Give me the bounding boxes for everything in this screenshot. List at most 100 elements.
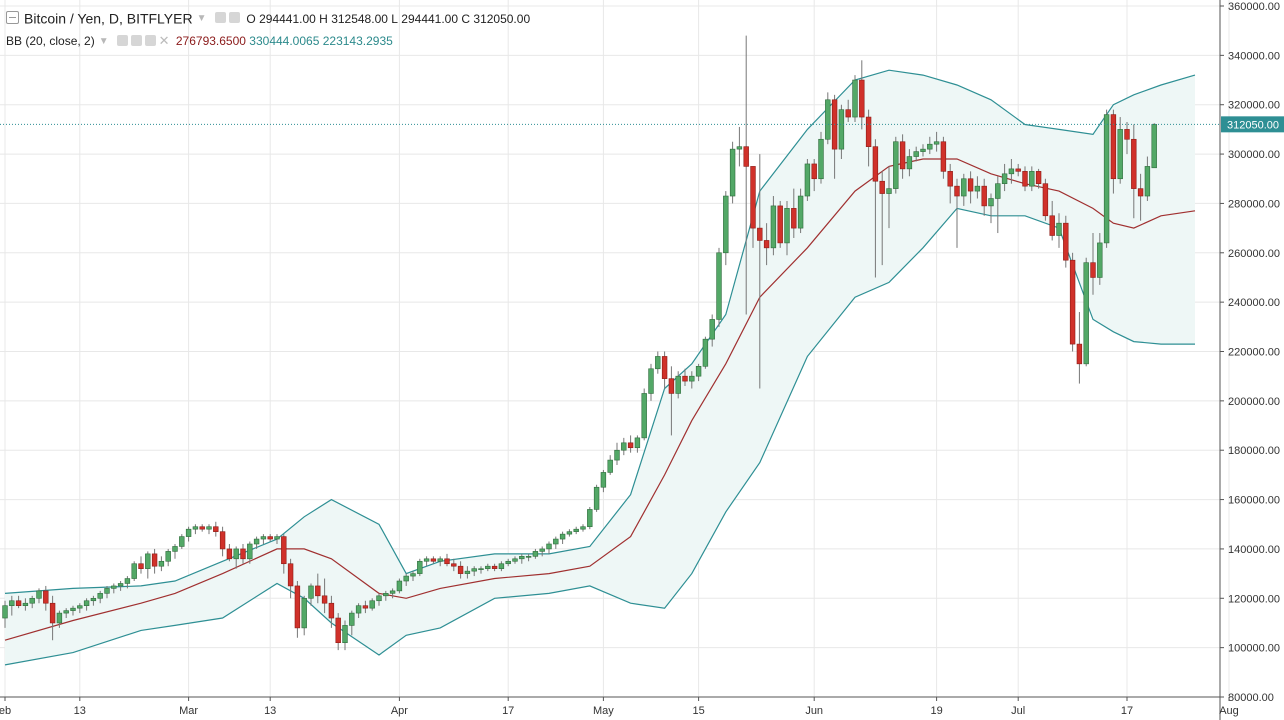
candle — [471, 566, 477, 577]
candle-body — [587, 509, 593, 528]
candle-body — [349, 612, 355, 626]
candle-body — [689, 375, 695, 382]
candle-body — [206, 526, 212, 530]
settings-icon[interactable] — [130, 34, 142, 46]
candle — [702, 336, 709, 369]
candle — [1137, 173, 1144, 221]
candle-body — [274, 536, 280, 540]
candle-body — [1097, 242, 1103, 278]
ohlc-values: O 294441.00 H 312548.00 L 294441.00 C 31… — [246, 11, 530, 26]
candle-body — [961, 178, 967, 197]
candle-body — [451, 563, 457, 567]
candle — [124, 576, 131, 589]
collapse-icon[interactable] — [6, 10, 19, 24]
close-label: C — [461, 11, 471, 26]
candle-body — [485, 565, 491, 569]
candle — [43, 585, 49, 611]
chevron-down-icon[interactable]: ▼ — [196, 12, 207, 24]
chevron-down-icon[interactable]: ▼ — [98, 35, 109, 47]
candle-body — [43, 590, 49, 604]
candle — [695, 363, 702, 382]
candle — [1151, 123, 1157, 169]
candle-body — [865, 116, 872, 147]
candle — [355, 603, 362, 619]
candle — [750, 166, 756, 248]
candle-body — [580, 526, 586, 530]
candle — [580, 524, 586, 532]
candle — [185, 526, 192, 542]
candle-body — [920, 148, 926, 152]
candle — [838, 104, 845, 160]
candle-body — [172, 546, 178, 552]
candle-body — [1001, 173, 1008, 184]
last-price-tag-bg — [1221, 116, 1284, 133]
candle-body — [505, 560, 511, 565]
candle-body — [1056, 222, 1062, 236]
candle-body — [940, 141, 947, 172]
candle — [328, 595, 335, 628]
candle — [90, 595, 97, 606]
candle — [423, 556, 430, 567]
candle — [791, 188, 797, 238]
candle-body — [185, 528, 192, 537]
candle — [675, 371, 681, 399]
candle — [485, 563, 491, 572]
candle — [36, 588, 42, 604]
candle-body — [247, 543, 253, 560]
candle — [763, 223, 770, 266]
candle-body — [471, 568, 477, 572]
candle-body — [988, 198, 994, 207]
candle — [396, 578, 403, 594]
more-icon[interactable] — [144, 34, 156, 46]
candle-body — [464, 570, 471, 574]
settings-icon[interactable] — [228, 11, 240, 23]
candle — [825, 92, 831, 145]
candle-body — [457, 565, 464, 574]
candle-body — [1015, 168, 1021, 172]
time-axis[interactable]: eb 13 Mar 13 Apr 17 May 15 Jun 19 Jul 17 Aug — [0, 696, 1239, 717]
candle — [410, 571, 416, 582]
candle-body — [315, 585, 321, 597]
candle — [1131, 124, 1137, 219]
candle-body — [362, 605, 369, 609]
eye-icon[interactable] — [214, 11, 226, 23]
candle — [369, 598, 375, 611]
price-axis[interactable]: 80000.00 100000.00 120000.00 140000.00 16000… — [1219, 0, 1280, 720]
y-tick-label: 340000.00 — [1228, 50, 1280, 62]
candle-body — [1124, 129, 1130, 140]
bollinger-bands — [4, 69, 1196, 666]
candle — [138, 556, 144, 574]
candle — [478, 566, 484, 574]
eye-icon[interactable] — [116, 34, 128, 46]
candle-body — [192, 526, 199, 530]
high-label: H — [319, 11, 328, 26]
candle — [308, 583, 314, 606]
candle — [77, 603, 83, 614]
candle-body — [22, 602, 29, 606]
candle-body — [1131, 138, 1137, 189]
candle — [1001, 163, 1008, 192]
candle-body — [410, 573, 416, 577]
y-tick-label: 360000.00 — [1228, 1, 1280, 13]
candle-body — [308, 585, 314, 599]
candle — [1069, 252, 1076, 352]
symbol-legend: Bitcoin / Yen, D, BITFLYER ▼ O 294441.00 … — [6, 9, 530, 26]
candle — [573, 526, 579, 535]
x-tick-label: Jun — [805, 705, 823, 717]
x-tick-label: Jul — [1011, 705, 1025, 717]
candle-body — [77, 605, 83, 609]
candle-body — [240, 548, 246, 560]
close-icon[interactable]: ✕ — [158, 33, 170, 48]
candle — [253, 536, 260, 549]
open-label: O — [246, 11, 256, 26]
candle-body — [199, 526, 205, 530]
candle — [967, 171, 974, 204]
candle-body — [389, 590, 396, 594]
candle — [559, 531, 566, 544]
candle — [179, 534, 185, 549]
candle-body — [104, 588, 110, 594]
candle-body — [621, 442, 627, 451]
candle — [933, 131, 940, 152]
candle-body — [600, 472, 607, 488]
